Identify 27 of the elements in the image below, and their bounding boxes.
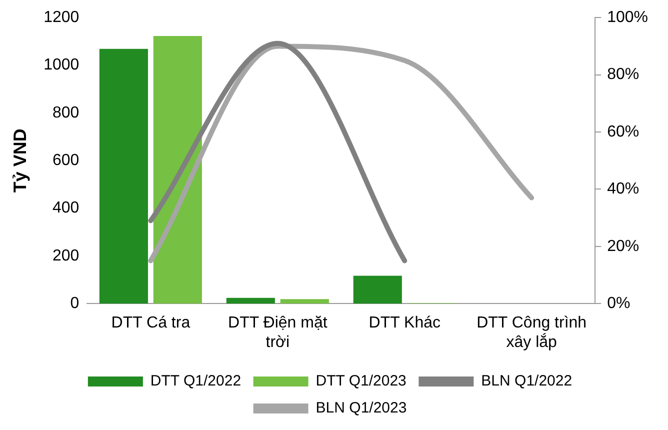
y-tick-label: 1000 (44, 56, 80, 74)
bar (280, 299, 329, 304)
y-tick-label: 1200 (44, 9, 80, 26)
x-tick-label: DTT Khác (368, 314, 440, 332)
y2-tick-label: 40% (607, 180, 640, 198)
y-tick-label: 600 (52, 152, 80, 170)
x-tick-label: DTT Công trình xây lắp (476, 314, 587, 351)
legend-label: DTT Q1/2023 (316, 372, 406, 390)
y-axis-title: Tỷ VND (10, 128, 30, 193)
bar (353, 276, 402, 304)
y2-tick-label: 100% (607, 9, 648, 26)
y2-tick-label: 80% (607, 66, 640, 84)
legend-label: BLN Q1/2022 (481, 372, 572, 390)
y2-tick-label: 60% (607, 123, 640, 140)
y2-tick-label: 0% (607, 295, 630, 312)
bar (153, 36, 202, 304)
x-tick-label: DTT Điện mặt trời (228, 314, 328, 351)
legend-label: DTT Q1/2022 (150, 372, 242, 390)
bar (226, 298, 275, 304)
bar (99, 48, 148, 304)
x-tick-label: DTT Cá tra (111, 314, 190, 332)
y2-tick-label: 20% (607, 238, 640, 255)
y-tick-label: 800 (52, 104, 80, 122)
y-tick-label: 400 (52, 200, 80, 217)
y-tick-label: 200 (52, 247, 80, 264)
legend-label: BLN Q1/2023 (316, 400, 407, 417)
y-tick-label: 0 (70, 295, 80, 312)
